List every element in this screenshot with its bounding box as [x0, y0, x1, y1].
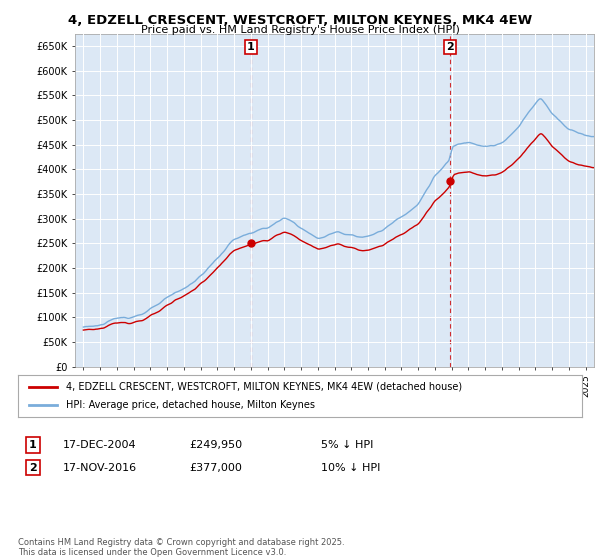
Text: £249,950: £249,950 — [189, 440, 242, 450]
Text: Price paid vs. HM Land Registry's House Price Index (HPI): Price paid vs. HM Land Registry's House … — [140, 25, 460, 35]
Text: 5% ↓ HPI: 5% ↓ HPI — [321, 440, 373, 450]
Text: Contains HM Land Registry data © Crown copyright and database right 2025.
This d: Contains HM Land Registry data © Crown c… — [18, 538, 344, 557]
Text: 2: 2 — [446, 42, 454, 52]
Text: £377,000: £377,000 — [189, 463, 242, 473]
Text: 17-DEC-2004: 17-DEC-2004 — [63, 440, 137, 450]
Text: 1: 1 — [247, 42, 254, 52]
Text: 4, EDZELL CRESCENT, WESTCROFT, MILTON KEYNES, MK4 4EW (detached house): 4, EDZELL CRESCENT, WESTCROFT, MILTON KE… — [66, 382, 462, 392]
Text: 4, EDZELL CRESCENT, WESTCROFT, MILTON KEYNES, MK4 4EW: 4, EDZELL CRESCENT, WESTCROFT, MILTON KE… — [68, 14, 532, 27]
Text: 10% ↓ HPI: 10% ↓ HPI — [321, 463, 380, 473]
Text: 17-NOV-2016: 17-NOV-2016 — [63, 463, 137, 473]
Text: 1: 1 — [29, 440, 37, 450]
Text: 2: 2 — [29, 463, 37, 473]
Text: HPI: Average price, detached house, Milton Keynes: HPI: Average price, detached house, Milt… — [66, 400, 315, 410]
